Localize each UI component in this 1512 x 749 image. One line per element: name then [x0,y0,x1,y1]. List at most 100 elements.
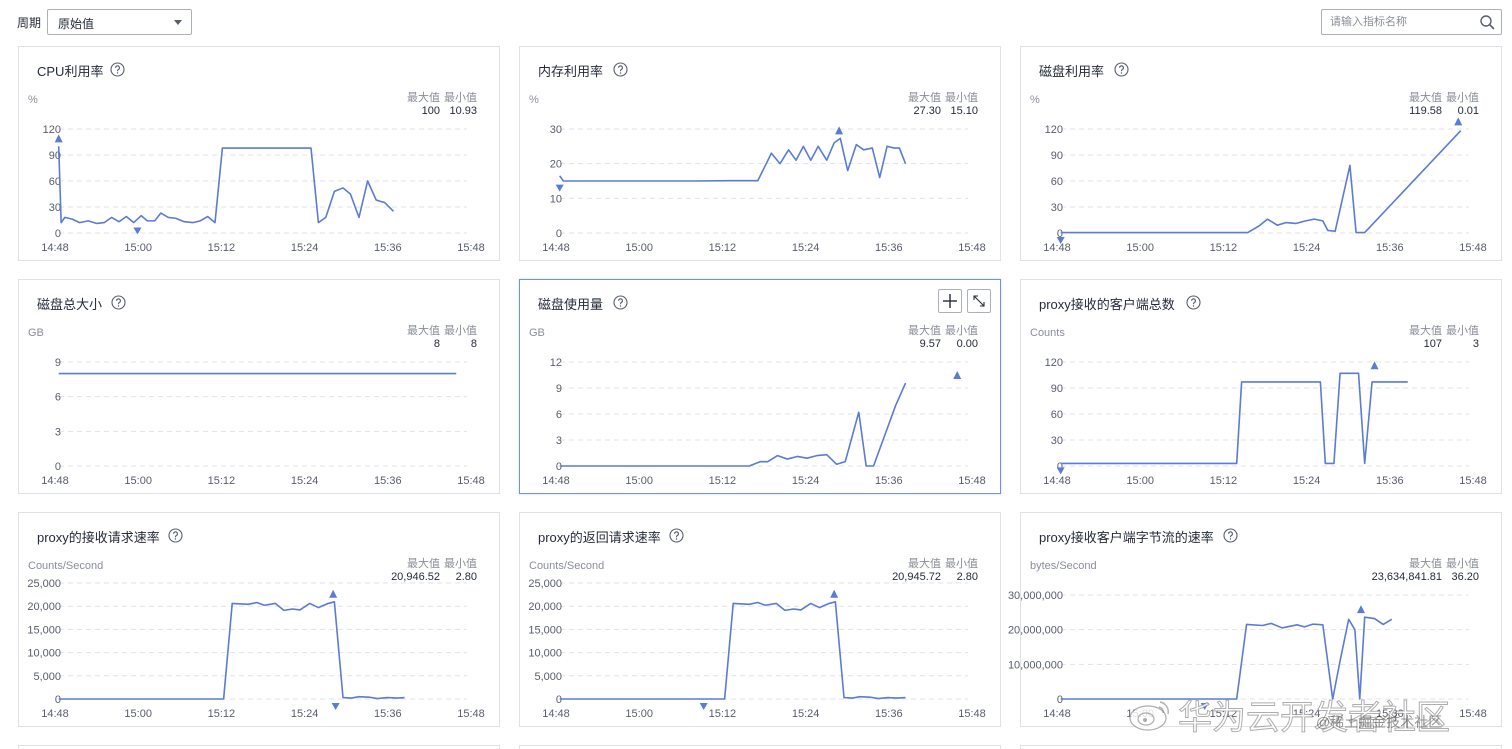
x-tick-label: 15:00 [1126,242,1154,254]
y-tick-label: 90 [49,150,61,162]
metric-card[interactable]: 磁盘使用量 GB 最大值 最小值 9.57 0.00 12 9 6 3 0 14:48 15:00 15:… [519,279,1001,494]
x-tick-label: 15:12 [709,475,737,487]
min-marker [1056,236,1065,244]
x-tick-label: 15:00 [124,708,152,720]
search-input[interactable] [1330,14,1475,30]
x-tick-label: 15:24 [792,475,820,487]
period-select-value: 原始值 [58,17,95,31]
y-tick-label: 3 [556,435,562,447]
max-marker [953,371,962,380]
min-value: 2.80 [956,571,978,583]
min-marker [1056,467,1065,475]
unit-label: bytes/Second [1030,560,1097,572]
metric-card[interactable]: 磁盘利用率% 最大值 最小值 119.58 0.01 120 90 60 30 0 14:48 15:… [1020,46,1502,261]
metric-search[interactable] [1321,9,1502,35]
line-chart: 120 90 60 30 0 14:48 15:00 15:12 15:24 15:36 15:48 [1043,357,1487,487]
help-icon[interactable] [613,62,628,77]
metric-title: CPU利用率 [37,64,104,79]
y-tick-label: 3 [55,426,61,438]
x-tick-label: 15:48 [457,475,485,487]
y-tick-label: 60 [1051,409,1063,421]
line-chart: 25,000 20,000 15,000 10,000 5,000 0 14:48 15:00… [528,578,985,720]
min-marker [699,702,708,710]
x-tick-label: 14:48 [41,708,69,720]
y-tick-label: 20,000 [528,601,562,613]
metric-title: 磁盘利用率 [1039,64,1105,79]
y-tick-label: 5,000 [534,671,562,683]
min-marker [331,702,340,710]
x-tick-label: 14:48 [41,242,69,254]
max-label: 最大值 [407,325,440,337]
y-tick-label: 5,000 [33,671,61,683]
x-tick-label: 15:36 [1376,242,1404,254]
x-tick-label: 15:24 [792,708,820,720]
x-tick-label: 15:00 [124,475,152,487]
x-tick-label: 15:00 [625,708,653,720]
unit-label: GB [529,327,545,339]
min-value: 10.93 [449,105,477,117]
x-tick-label: 14:48 [1043,475,1071,487]
help-icon[interactable] [1114,62,1129,77]
unit-label: GB [28,327,44,339]
x-tick-label: 15:00 [1126,475,1154,487]
y-tick-label: 30 [1051,435,1063,447]
metric-card[interactable]: proxy的返回请求速率 Counts/Second 最大值 最小值 20,945.72… [519,512,1001,727]
min-marker [555,184,564,192]
x-tick-label: 15:12 [709,708,737,720]
help-icon[interactable] [1186,295,1201,310]
y-tick-label: 120 [1045,124,1063,136]
max-marker [830,589,839,598]
plus-icon [943,294,957,308]
metric-card[interactable]: 磁盘总大小 GB 最大值 最小值 8 8 9 6 3 0 14:48 15:00 15:12 15:24 1… [18,279,500,494]
chevron-down-icon [174,20,182,25]
series-line [57,146,395,225]
help-icon[interactable] [1223,528,1238,543]
y-tick-label: 0 [55,694,61,706]
min-value: 3 [1472,338,1479,350]
x-tick-label: 15:24 [792,242,820,254]
series-line [1060,616,1393,700]
x-tick-label: 15:12 [208,708,236,720]
x-tick-label: 15:48 [958,242,986,254]
min-value: 8 [470,338,477,350]
help-icon[interactable] [613,295,628,310]
search-icon[interactable] [1479,14,1495,30]
metric-card[interactable]: proxy接收的客户端总数 Counts 最大值 最小值 107 3 120 90 60 30 0 1… [1020,279,1502,494]
metric-card[interactable]: 内存利用率% 最大值 最小值 27.30 15.10 30 20 10 0 14:48 15:00 1… [519,46,1001,261]
y-tick-label: 10,000,000 [1008,659,1063,671]
metric-title: proxy接收的客户端总数 [1039,297,1175,312]
max-label: 最大值 [1409,558,1442,570]
help-icon[interactable] [168,528,183,543]
max-label: 最大值 [407,92,440,104]
line-chart: 30 20 10 0 14:48 15:00 15:12 15:24 15:36 15:48 [542,124,986,254]
metric-title: 内存利用率 [538,64,604,79]
add-button[interactable] [938,289,962,313]
help-icon[interactable] [110,62,125,77]
y-tick-label: 30 [1051,202,1063,214]
x-tick-label: 15:24 [1293,242,1321,254]
y-tick-label: 30 [49,202,61,214]
y-tick-label: 6 [55,392,61,404]
line-chart: 120 90 60 30 0 14:48 15:00 15:12 15:24 15:36 15:48 [1043,117,1487,254]
x-tick-label: 14:48 [1043,242,1071,254]
period-select[interactable]: 原始值 [47,9,192,35]
metric-card[interactable]: proxy的接收请求速率 Counts/Second 最大值 最小值 20,946.52… [18,512,500,727]
expand-button[interactable] [967,289,991,313]
series-line [1060,372,1408,465]
help-icon[interactable] [669,528,684,543]
x-tick-label: 15:24 [291,708,319,720]
x-tick-label: 15:12 [1210,475,1238,487]
help-icon[interactable] [111,295,126,310]
max-label: 最大值 [908,325,941,337]
x-tick-label: 15:12 [208,242,236,254]
x-tick-label: 15:24 [291,475,319,487]
min-value: 2.80 [455,571,477,583]
metric-card[interactable]: proxy接收客户端字节流的速率 bytes/Second 最大值 最小值 23,634… [1008,512,1502,727]
line-chart: 30,000,000 20,000,000 10,000,000 0 14:48 15:0… [1008,590,1487,720]
metric-card[interactable]: CPU利用率% 最大值 最小值 100 10.93 120 90 60 30 0 14:48 15:0… [18,46,500,261]
max-label: 最大值 [908,92,941,104]
metric-title: proxy接收客户端字节流的速率 [1039,530,1214,545]
line-chart: 12 9 6 3 0 14:48 15:00 15:12 15:24 15:36 15:48 [542,357,986,487]
y-tick-label: 0 [556,461,562,473]
x-tick-label: 15:36 [374,242,402,254]
